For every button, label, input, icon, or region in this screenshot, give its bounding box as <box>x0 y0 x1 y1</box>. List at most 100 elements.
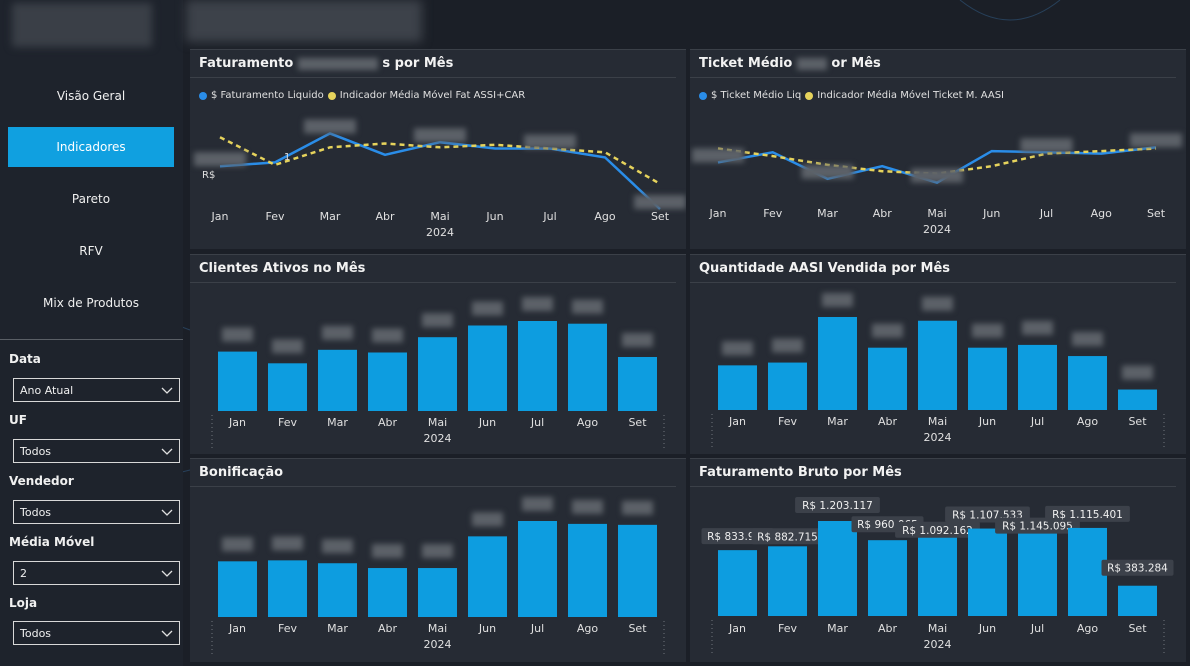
x-tick-label: Jul <box>530 416 544 429</box>
x-tick-label: Jul <box>542 210 556 223</box>
x-tick-label: Abr <box>378 416 398 429</box>
data-label-bg <box>1045 505 1130 522</box>
x-axis-year-label: 2024 <box>924 431 952 444</box>
title-separator <box>690 282 1176 283</box>
x-tick-label: Abr <box>873 207 893 220</box>
legend-item-ticket: $ Ticket Médio Liq <box>711 90 802 101</box>
data-label: R$ 1.145.095 <box>1002 521 1073 533</box>
sidebar: Visão Geral Indicadores Pareto RFV Mix d… <box>0 0 183 666</box>
bar <box>968 347 1007 410</box>
x-tick-label: Set <box>628 416 647 429</box>
filter-value-media-movel: 2 <box>20 566 27 580</box>
bar <box>568 323 607 411</box>
sidebar-divider <box>0 339 183 340</box>
bar <box>618 524 657 617</box>
data-label-redacted <box>522 497 553 511</box>
x-tick-label: Set <box>1128 415 1147 428</box>
series-line-main <box>717 146 1157 184</box>
x-tick-label: Fev <box>778 622 797 635</box>
x-tick-label: Mar <box>827 622 848 635</box>
data-label-bg <box>1101 559 1174 576</box>
chevron-down-icon <box>161 630 173 637</box>
chevron-down-icon <box>161 448 173 455</box>
bar <box>918 320 957 410</box>
x-tick-label: Jan <box>709 207 727 220</box>
data-label-bg <box>895 521 980 538</box>
bar <box>1118 389 1157 410</box>
nav-mix-de-produtos[interactable]: Mix de Produtos <box>43 296 139 310</box>
x-tick-label: Ago <box>1077 415 1099 428</box>
legend-item-faturamento: $ Faturamento Liquido <box>211 90 324 101</box>
x-tick-label: Mar <box>327 622 348 635</box>
x-tick-label: Ago <box>577 622 599 635</box>
title-separator <box>190 282 676 283</box>
title-separator <box>690 486 1176 487</box>
filter-select-uf[interactable]: Todos <box>13 439 180 463</box>
panel-faturamento-bruto: Faturamento Bruto por Mês R$ 833.976 R$ 8… <box>690 458 1186 662</box>
data-label-redacted <box>1130 133 1182 148</box>
nav-rfv[interactable]: RFV <box>79 244 103 258</box>
x-tick-label: Jul <box>1039 207 1053 220</box>
bar <box>868 347 907 410</box>
bar-chart-quantidade-aasi: Jan Fev Mar Abr Mai Jun Jul Ago Set 2024 <box>711 293 1165 447</box>
data-label-redacted <box>304 119 356 134</box>
bar <box>468 536 507 617</box>
x-tick-label: Ago <box>1091 207 1113 220</box>
filter-label-loja: Loja <box>9 596 38 610</box>
x-tick-label: Mar <box>827 415 848 428</box>
bar <box>268 560 307 617</box>
data-label-redacted <box>801 164 854 179</box>
data-label-redacted <box>422 544 453 559</box>
data-label-redacted <box>322 539 353 554</box>
data-label: R$ 1.115.401 <box>1052 509 1123 521</box>
title-separator <box>690 77 1176 78</box>
data-label: R$ 1.203.117 <box>802 500 873 512</box>
data-label-redacted <box>1122 365 1153 380</box>
data-label-redacted <box>372 328 403 343</box>
filter-select-data[interactable]: Ano Atual <box>13 378 180 402</box>
nav-indicadores[interactable]: Indicadores <box>8 127 174 167</box>
filter-select-media-movel[interactable]: 2 <box>13 561 180 585</box>
bar <box>1118 585 1157 616</box>
bar <box>768 546 807 616</box>
panel-title: Quantidade AASI Vendida por Mês <box>699 261 951 276</box>
bar-chart-clientes: Jan Fev Mar Abr Mai Jun Jul Ago Set 2024 <box>211 297 665 448</box>
filter-value-data: Ano Atual <box>20 383 74 397</box>
x-tick-label: Mai <box>428 416 447 429</box>
data-label-redacted <box>194 152 246 167</box>
nav-pareto[interactable]: Pareto <box>71 192 111 206</box>
data-label: R$ 383.284 <box>1107 563 1168 575</box>
nav-visao-geral[interactable]: Visão Geral <box>56 89 126 103</box>
title-separator <box>190 77 676 78</box>
data-label-redacted <box>634 195 686 210</box>
line-chart-ticket: Jan Fev Mar Abr Mai Jun Jul Ago Set 2024 <box>692 133 1182 236</box>
header-title-redacted <box>186 0 422 42</box>
data-label-redacted <box>472 512 503 527</box>
x-tick-label: Abr <box>878 415 898 428</box>
data-label-redacted <box>572 299 603 314</box>
filter-value-loja: Todos <box>20 626 52 640</box>
data-label-redacted <box>1020 138 1073 153</box>
data-label-redacted <box>422 313 453 328</box>
legend-item-media-movel: Indicador Média Móvel Ticket M. AASI <box>817 90 1005 101</box>
filter-value-uf: Todos <box>20 444 52 458</box>
filter-select-vendedor[interactable]: Todos <box>13 500 180 524</box>
panel-faturamento-liquido: Faturamento s por Mês $ Faturamento Liqu… <box>190 49 686 249</box>
x-tick-label: Mar <box>817 207 838 220</box>
bar <box>518 521 557 617</box>
data-label-bg <box>795 497 880 513</box>
filter-value-vendedor: Todos <box>20 505 52 519</box>
x-tick-label: Mai <box>928 415 947 428</box>
data-label-redacted <box>414 128 466 143</box>
x-tick-label: Jun <box>978 415 996 428</box>
legend-marker <box>199 91 207 100</box>
x-tick-label: Mai <box>428 622 447 635</box>
x-tick-label: Fev <box>265 210 284 223</box>
filter-select-loja[interactable]: Todos <box>13 621 180 645</box>
data-label-redacted <box>972 323 1003 338</box>
data-label-prefix: R$ <box>202 170 215 181</box>
data-label-redacted <box>472 301 503 316</box>
bar <box>918 529 957 616</box>
